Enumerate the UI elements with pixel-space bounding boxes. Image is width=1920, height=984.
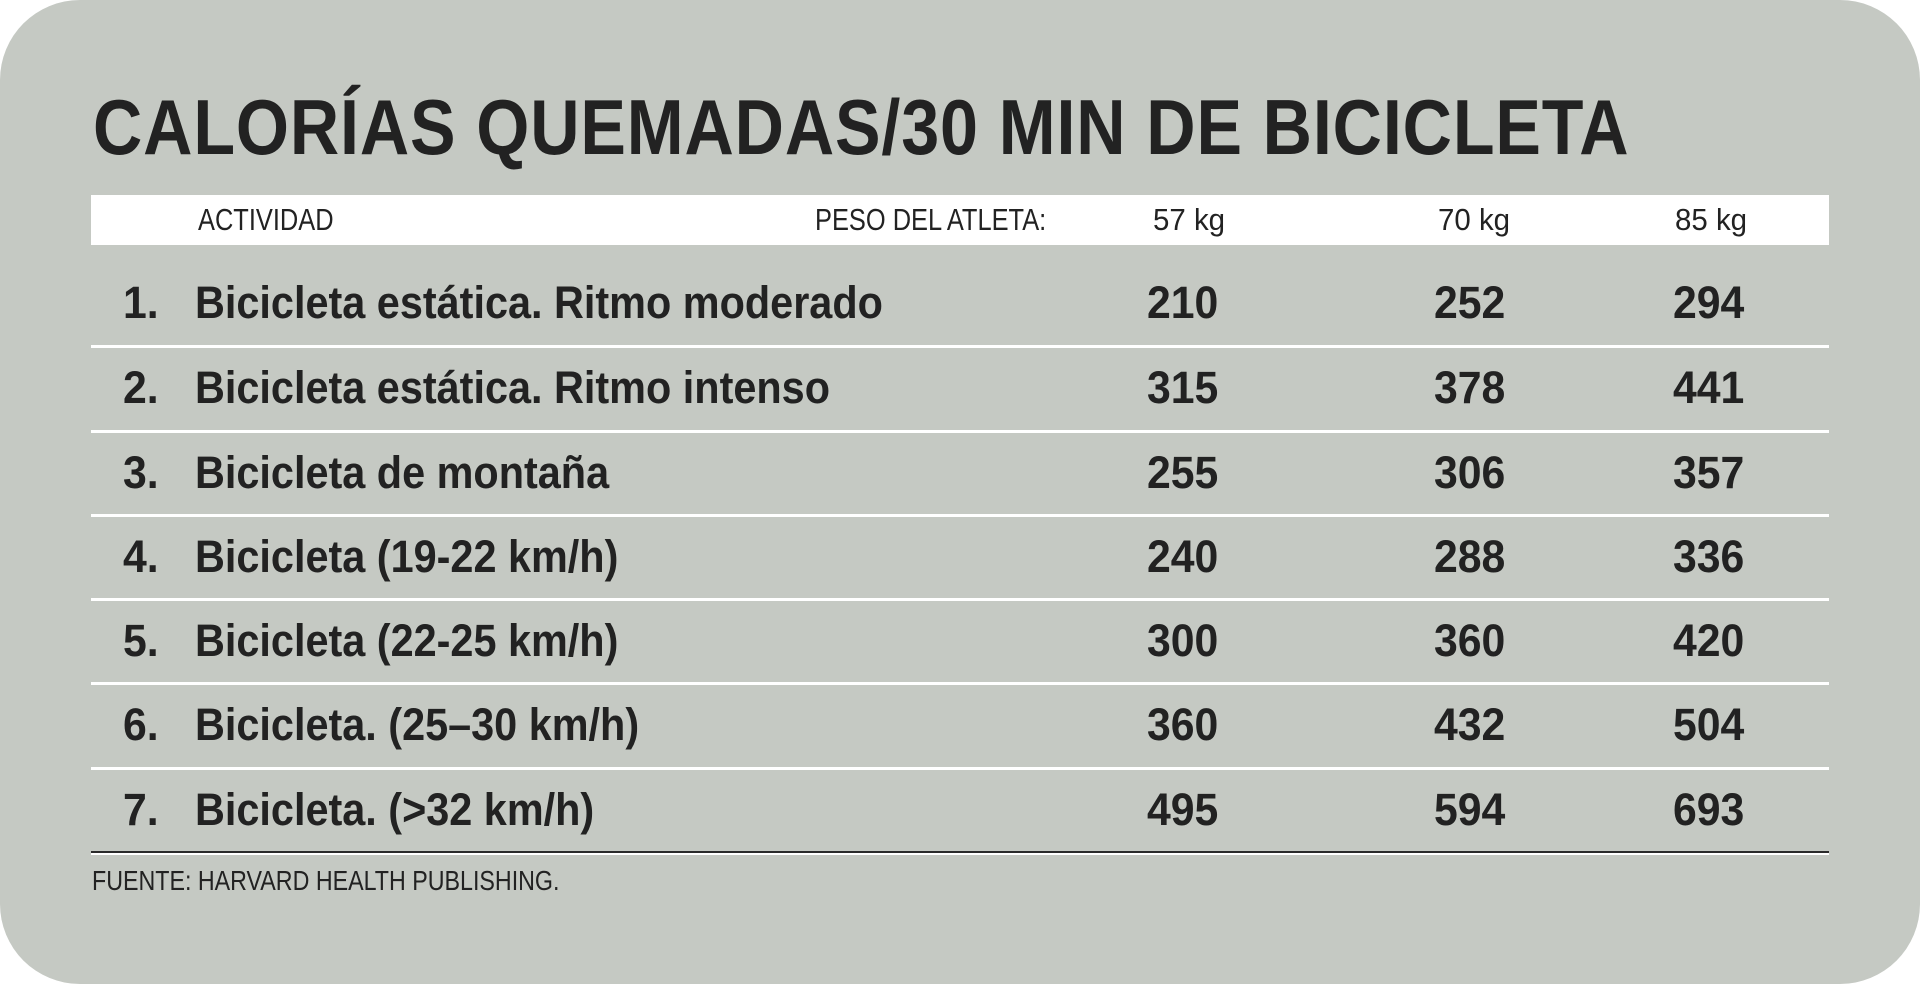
row-number: 1. [123,277,159,328]
row-value-70kg: 360 [1434,615,1506,666]
table-header: ACTIVIDAD PESO DEL ATLETA: 57 kg 70 kg 8… [91,195,1829,245]
row-value-57kg: 240 [1147,531,1219,582]
row-number: 5. [123,615,159,666]
table-row: 6. Bicicleta. (25–30 km/h) 360 432 504 [91,683,1829,770]
column-header-weight-label: PESO DEL ATLETA: [815,202,1047,237]
row-value-70kg: 594 [1434,784,1506,835]
row-value-57kg: 210 [1147,277,1219,328]
column-header-57kg: 57 kg [1153,202,1226,237]
row-value-70kg: 378 [1434,362,1506,413]
row-activity: Bicicleta (19-22 km/h) [195,531,619,582]
table-row: 5. Bicicleta (22-25 km/h) 300 360 420 [91,599,1829,685]
table-row: 4. Bicicleta (19-22 km/h) 240 288 336 [91,515,1829,601]
column-header-activity: ACTIVIDAD [198,202,334,237]
row-value-57kg: 495 [1147,784,1219,835]
row-value-85kg: 441 [1673,362,1745,413]
row-value-57kg: 360 [1147,699,1219,750]
row-value-85kg: 504 [1673,699,1745,750]
row-value-85kg: 693 [1673,784,1745,835]
row-number: 4. [123,531,159,582]
row-value-85kg: 357 [1673,447,1745,498]
row-value-85kg: 336 [1673,531,1745,582]
row-activity: Bicicleta estática. Ritmo intenso [195,362,831,413]
row-activity: Bicicleta. (>32 km/h) [195,784,595,835]
row-value-57kg: 255 [1147,447,1219,498]
row-value-70kg: 306 [1434,447,1506,498]
source-note: FUENTE: HARVARD HEALTH PUBLISHING. [92,865,560,896]
row-divider [91,598,1829,601]
row-value-70kg: 288 [1434,531,1506,582]
table-row: 3. Bicicleta de montaña 255 306 357 [91,431,1829,517]
row-divider [91,345,1829,348]
row-activity: Bicicleta. (25–30 km/h) [195,699,640,750]
row-value-85kg: 294 [1673,277,1745,328]
row-number: 7. [123,784,159,835]
table-row: 7. Bicicleta. (>32 km/h) 495 594 693 [91,768,1829,852]
row-value-85kg: 420 [1673,615,1745,666]
table-row: 1. Bicicleta estática. Ritmo moderado 21… [91,245,1829,348]
row-value-70kg: 252 [1434,277,1506,328]
row-activity: Bicicleta de montaña [195,447,610,498]
column-header-85kg: 85 kg [1675,202,1748,237]
row-value-70kg: 432 [1434,699,1506,750]
row-divider [91,514,1829,517]
row-number: 6. [123,699,159,750]
page-title: CALORÍAS QUEMADAS/30 MIN DE BICICLETA [93,83,1630,171]
row-divider [91,682,1829,685]
row-number: 2. [123,362,159,413]
row-value-57kg: 315 [1147,362,1219,413]
row-number: 3. [123,447,159,498]
row-divider [91,430,1829,433]
table-bottom-rule [91,851,1829,855]
row-activity: Bicicleta estática. Ritmo moderado [195,277,883,328]
column-header-70kg: 70 kg [1438,202,1511,237]
row-value-57kg: 300 [1147,615,1219,666]
row-divider [91,767,1829,770]
table-row: 2. Bicicleta estática. Ritmo intenso 315… [91,346,1829,433]
row-activity: Bicicleta (22-25 km/h) [195,615,619,666]
